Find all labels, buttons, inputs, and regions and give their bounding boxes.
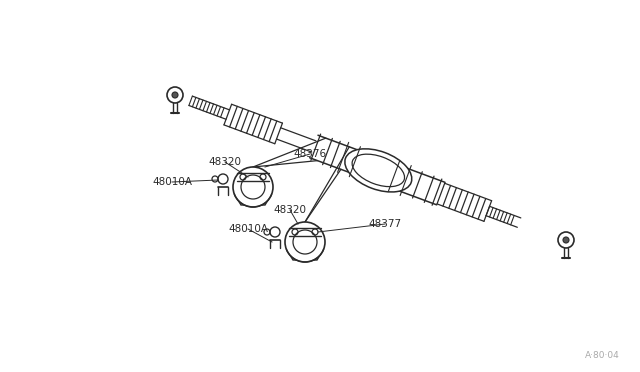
Polygon shape bbox=[287, 236, 323, 260]
Circle shape bbox=[233, 167, 273, 207]
Text: A·80·04: A·80·04 bbox=[585, 351, 620, 360]
Text: 48320: 48320 bbox=[209, 157, 241, 167]
Text: 48010A: 48010A bbox=[152, 177, 192, 187]
Text: 48320: 48320 bbox=[273, 205, 307, 215]
Text: 48377: 48377 bbox=[369, 219, 401, 229]
Polygon shape bbox=[235, 181, 271, 205]
Circle shape bbox=[172, 92, 178, 98]
Circle shape bbox=[563, 237, 569, 243]
Circle shape bbox=[285, 222, 325, 262]
Text: 48010A: 48010A bbox=[228, 224, 268, 234]
Text: 48376: 48376 bbox=[293, 149, 326, 159]
Ellipse shape bbox=[345, 149, 412, 192]
